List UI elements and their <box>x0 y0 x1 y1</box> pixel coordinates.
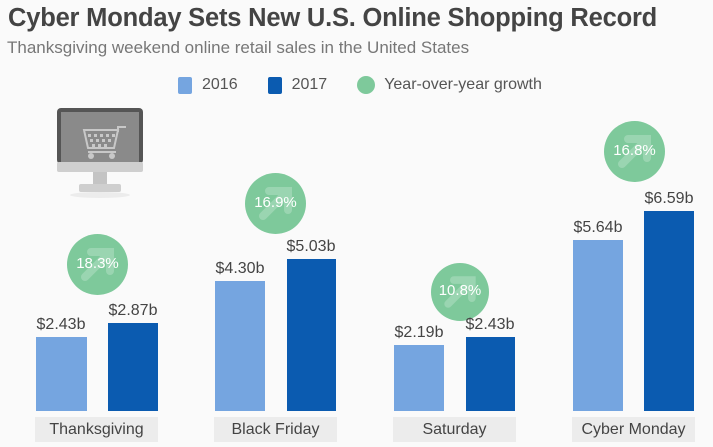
chart-subtitle: Thanksgiving weekend online retail sales… <box>7 38 470 57</box>
legend-item-2016: 2016 <box>178 76 238 94</box>
arrow-up-right-icon <box>618 135 651 168</box>
legend-swatch-2017 <box>267 76 282 94</box>
bar-value-2016: $2.43b <box>36 316 86 333</box>
category-label: Thanksgiving <box>35 417 158 442</box>
legend: 2016 2017 Year-over-year growth <box>178 74 572 96</box>
bar-value-2017: $2.43b <box>465 316 515 333</box>
growth-badge: 16.9% <box>245 173 306 234</box>
arrow-up-right-icon <box>259 187 292 220</box>
chart-title: Cyber Monday Sets New U.S. Online Shoppi… <box>8 4 658 32</box>
bar-value-2016: $2.19b <box>394 324 444 341</box>
bar-2016 <box>394 345 444 411</box>
category-label: Saturday <box>393 417 516 442</box>
bar-2016 <box>215 281 265 411</box>
arrow-up-right-icon <box>444 276 476 308</box>
arrow-up-right-icon <box>81 248 114 281</box>
growth-badge: 18.3% <box>67 234 128 295</box>
bar-2017 <box>287 259 336 411</box>
legend-label: Year-over-year growth <box>384 76 542 93</box>
growth-value: 16.8% <box>613 142 656 159</box>
bar-2017 <box>466 337 515 411</box>
growth-badge: 16.8% <box>604 121 665 182</box>
growth-value: 18.3% <box>76 255 119 272</box>
bar-2017 <box>644 211 694 411</box>
legend-item-2017: 2017 <box>267 76 328 94</box>
legend-item-growth: Year-over-year growth <box>357 76 542 94</box>
legend-dot-growth <box>357 76 376 94</box>
bar-value-2016: $4.30b <box>215 260 265 277</box>
bar-value-2017: $5.03b <box>286 238 336 255</box>
category-label: Cyber Monday <box>572 417 695 442</box>
monitor-shopping-cart-icon <box>57 108 143 198</box>
bar-value-2017: $6.59b <box>644 190 694 207</box>
bar-2016 <box>573 240 623 411</box>
legend-label: 2017 <box>291 76 328 93</box>
growth-value: 16.9% <box>254 194 297 211</box>
bar-2017 <box>108 323 158 411</box>
bar-value-2016: $5.64b <box>573 219 623 236</box>
category-label: Black Friday <box>214 417 337 442</box>
legend-swatch-2016 <box>178 76 192 94</box>
legend-label: 2016 <box>202 76 238 93</box>
growth-value: 10.8% <box>438 282 482 299</box>
bar-value-2017: $2.87b <box>108 302 158 319</box>
growth-badge: 10.8% <box>431 263 489 321</box>
bar-2016 <box>36 337 87 411</box>
